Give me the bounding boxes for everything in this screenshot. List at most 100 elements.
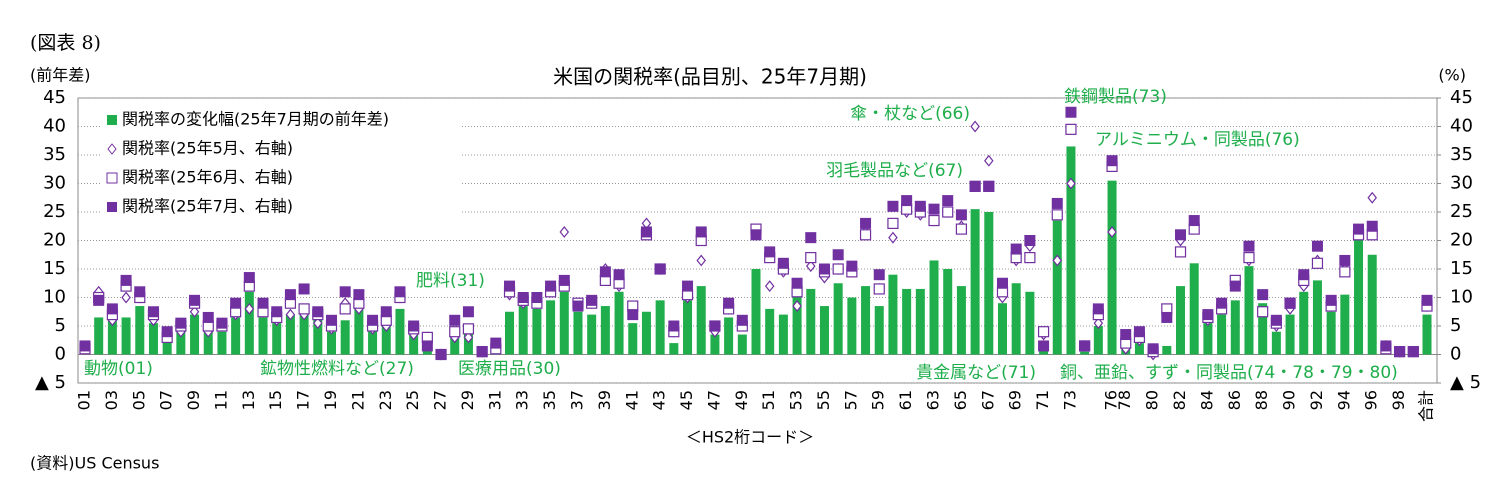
diamond-marker: [888, 231, 898, 244]
square-marker: [106, 303, 118, 315]
diamond-marker: [1093, 317, 1104, 330]
bar: [861, 286, 871, 355]
diamond-marker: [559, 225, 570, 238]
square-marker: [777, 257, 789, 269]
bar: [710, 334, 720, 355]
bar: [1052, 220, 1062, 355]
square-marker: [1216, 297, 1228, 309]
bar: [505, 311, 515, 355]
y-tick-label: 45: [43, 87, 66, 108]
square-marker: [928, 203, 940, 215]
square-marker: [736, 314, 748, 326]
diamond-marker: [1107, 225, 1117, 238]
annotation: 羽毛製品など(67): [826, 161, 963, 181]
x-tick-label: 19: [321, 390, 340, 410]
square-marker: [1339, 254, 1351, 266]
diamond-marker: [764, 280, 775, 293]
y-tick-label: 40: [43, 116, 66, 137]
square-marker: [805, 232, 817, 244]
square-marker: [1394, 346, 1406, 358]
open-square-marker: [1174, 246, 1187, 258]
square-marker: [1092, 303, 1104, 315]
x-tick-label: 61: [896, 390, 915, 410]
diamond-marker: [1052, 254, 1063, 267]
y2-tick-label: ▲ 5: [1450, 372, 1481, 393]
bar: [217, 331, 227, 355]
bar: [1107, 180, 1117, 355]
square-marker: [613, 269, 625, 281]
bar: [600, 306, 610, 355]
square-marker: [942, 195, 954, 207]
square-marker: [284, 289, 296, 301]
square-marker: [1257, 289, 1269, 301]
square-marker: [764, 246, 776, 258]
bar: [1080, 351, 1090, 355]
square-marker: [1106, 155, 1118, 167]
open-square-marker: [805, 252, 817, 264]
diamond-marker: [984, 154, 994, 167]
square-marker: [367, 314, 379, 326]
square-marker: [668, 320, 680, 332]
square-marker: [1298, 269, 1310, 281]
bar: [299, 308, 309, 355]
square-marker: [983, 180, 995, 192]
square-marker: [914, 200, 926, 212]
y-tick-label: 35: [43, 144, 66, 165]
x-tick-label: 11: [211, 390, 230, 410]
bar: [1039, 348, 1049, 355]
y-axis-label: (前年差): [30, 66, 91, 85]
bar: [874, 306, 884, 355]
y2-tick-label: 20: [1450, 230, 1473, 251]
diamond-marker: [285, 308, 296, 321]
bar: [888, 274, 898, 355]
bar: [1066, 146, 1076, 355]
square-marker: [558, 274, 570, 286]
bar: [956, 286, 966, 355]
bar: [1093, 326, 1103, 355]
y2-tick-label: 15: [1450, 258, 1473, 279]
open-square-marker: [873, 283, 885, 295]
bar: [121, 317, 131, 355]
bar: [546, 300, 556, 355]
bar: [765, 308, 775, 355]
x-tick-label: 71: [1033, 390, 1052, 410]
y2-tick-label: 25: [1450, 201, 1473, 222]
open-square-marker: [955, 223, 968, 235]
square-marker: [1243, 240, 1255, 252]
x-tick-label: 37: [567, 390, 586, 410]
square-marker: [202, 311, 214, 323]
square-marker: [818, 263, 830, 275]
x-tick-label: 73: [1060, 390, 1079, 410]
bar: [1354, 237, 1364, 355]
square-marker: [421, 340, 433, 352]
x-tick-label: 80: [1143, 390, 1162, 410]
open-square-marker: [1051, 209, 1063, 221]
bar: [190, 314, 200, 355]
square-marker: [1079, 340, 1091, 352]
open-square-marker: [339, 303, 351, 315]
legend-label: 関税率の変化幅(25年7月期の前年差): [122, 110, 389, 129]
x-tick-label: 98: [1389, 390, 1408, 410]
open-square-marker: [1311, 257, 1324, 269]
x-tick-label: 15: [266, 390, 285, 410]
bar: [997, 303, 1007, 355]
legend-swatch: [107, 115, 117, 125]
square-marker: [216, 317, 228, 329]
diamond-marker: [970, 120, 980, 133]
square-marker: [1366, 220, 1378, 232]
annotation: 銅、亜鉛、すず・同製品(74・78・79・80): [1060, 363, 1398, 383]
square-marker: [325, 314, 337, 326]
bar: [833, 283, 843, 355]
x-tick-label: 27: [431, 390, 450, 410]
bar: [340, 320, 350, 355]
x-tick-label: 78: [1115, 390, 1134, 410]
bar: [792, 294, 802, 355]
square-marker: [887, 200, 899, 212]
open-square-marker: [298, 303, 310, 315]
square-marker: [1229, 280, 1241, 292]
bar: [368, 323, 378, 355]
bar: [244, 291, 254, 355]
bar: [1312, 280, 1322, 355]
x-tick-label: 47: [704, 390, 723, 410]
